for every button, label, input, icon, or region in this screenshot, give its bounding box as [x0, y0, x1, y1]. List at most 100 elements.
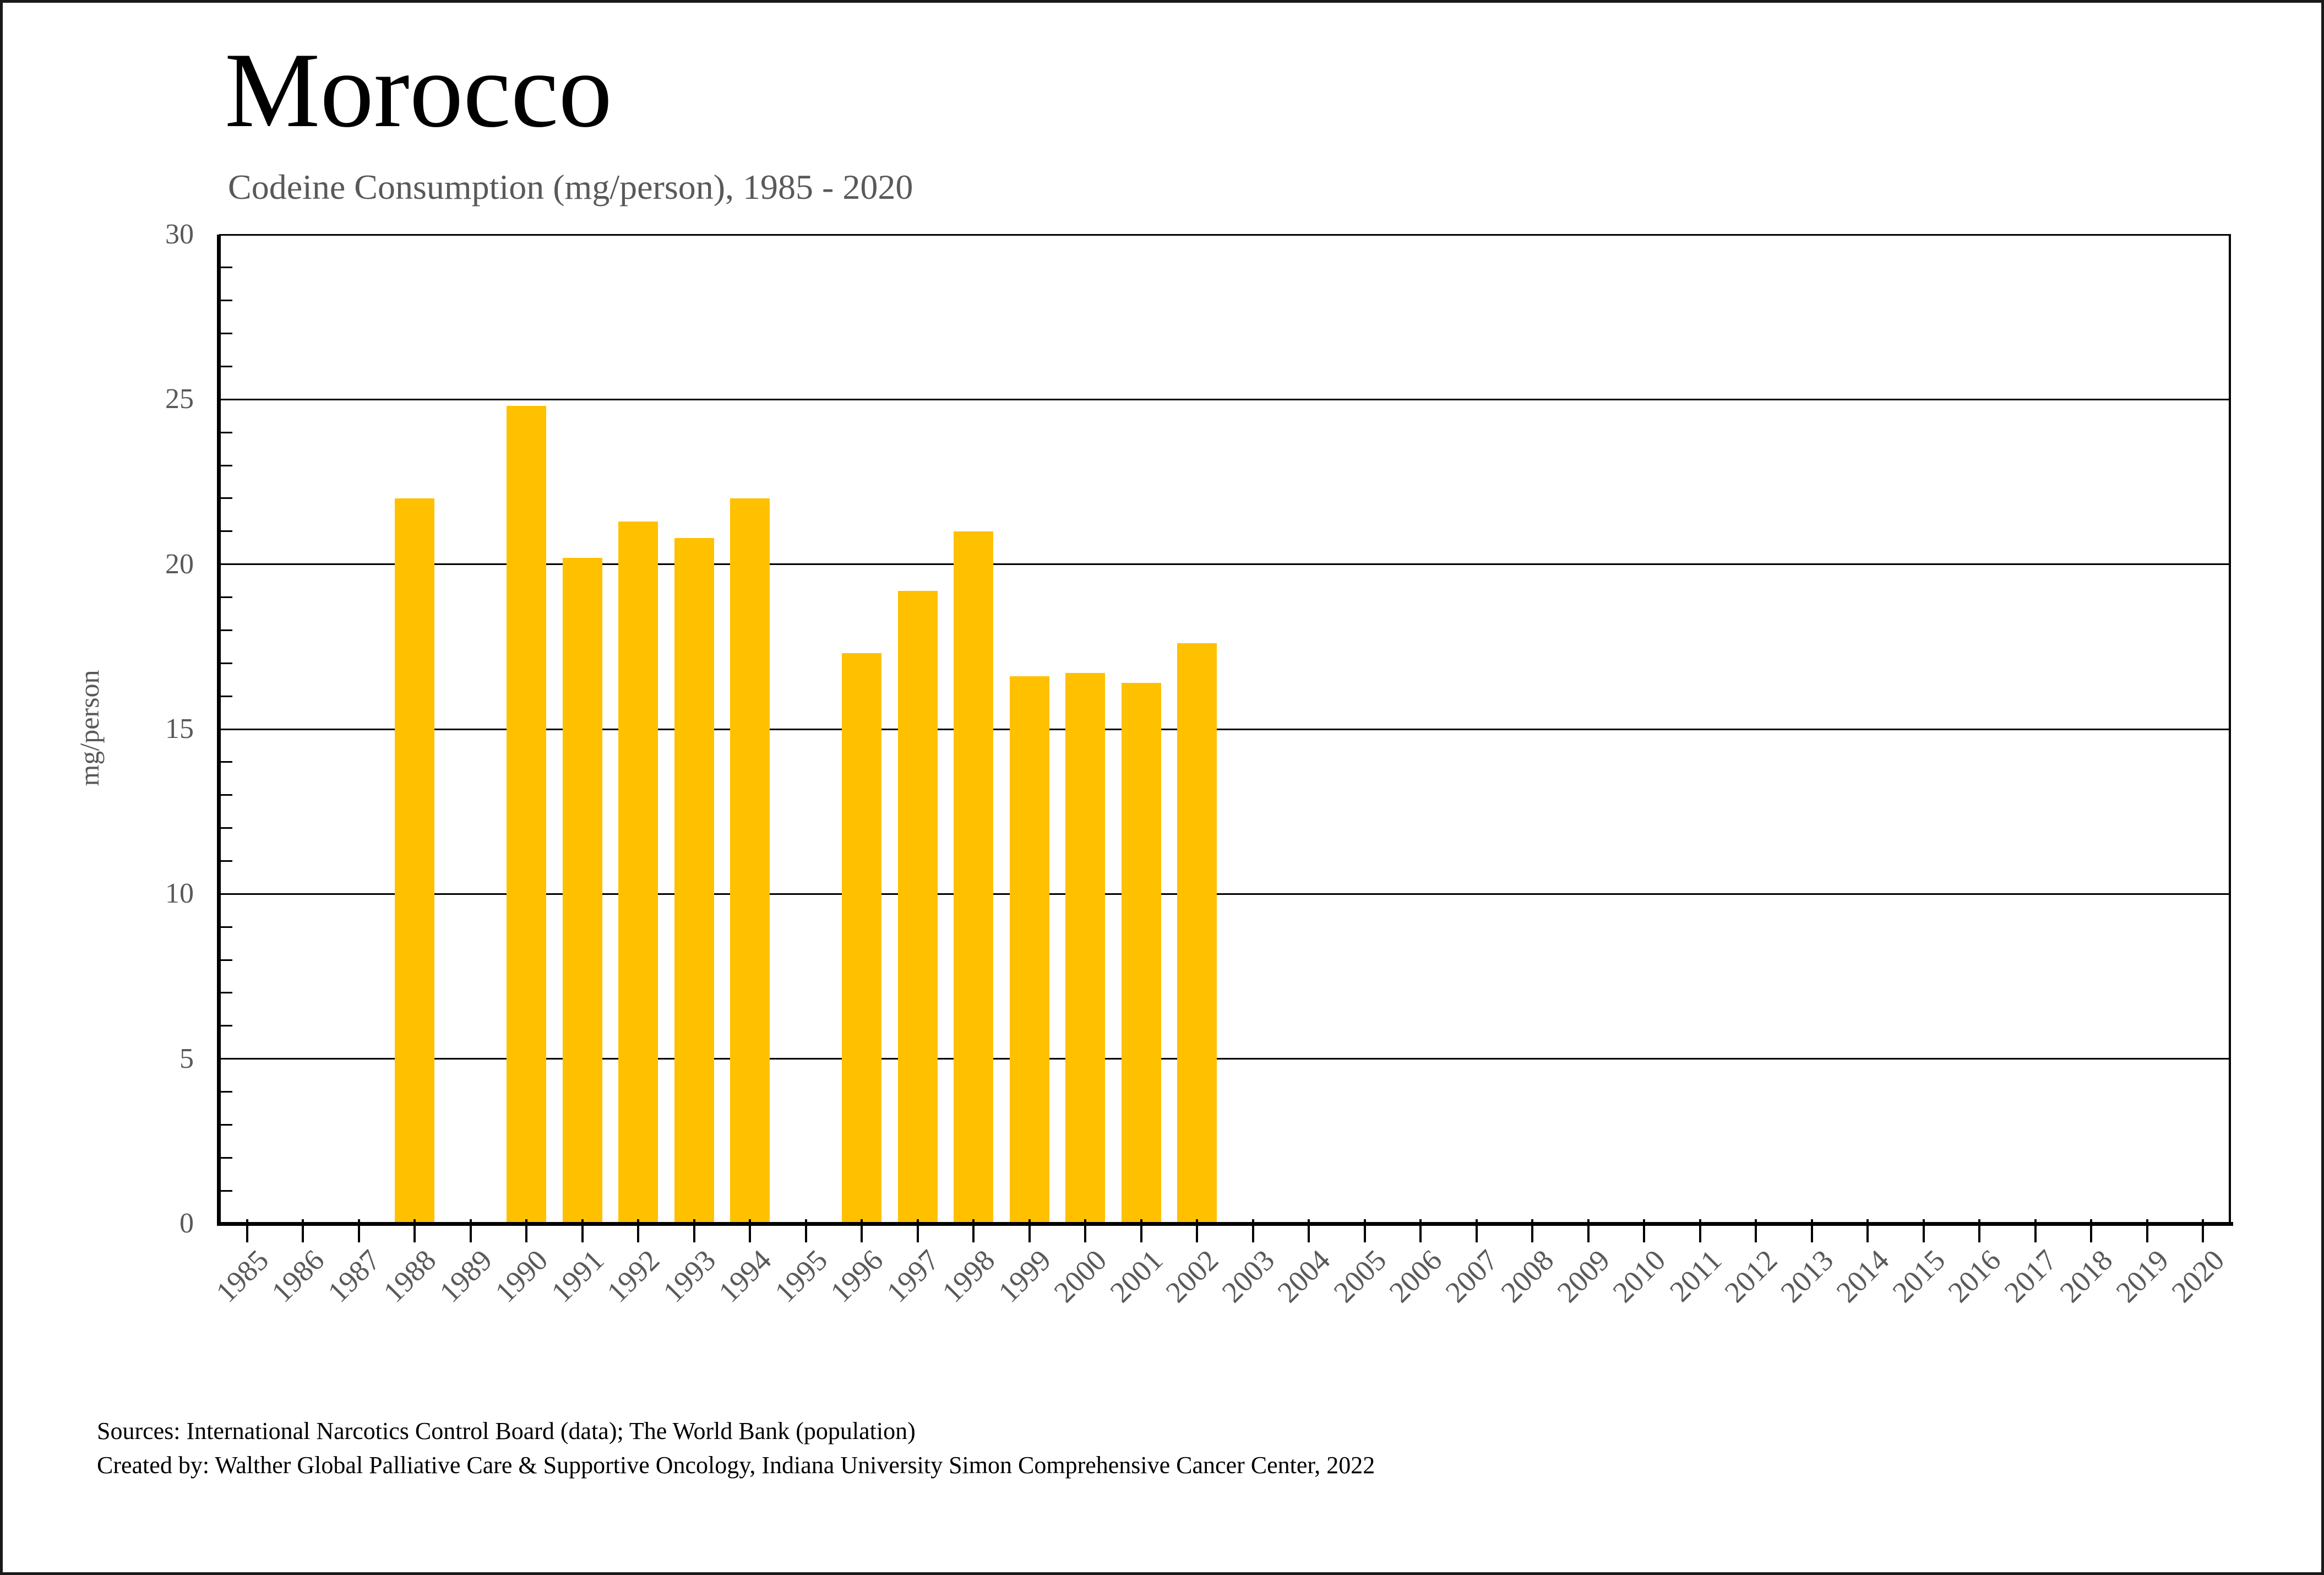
x-tick-label-1993: 1993 [656, 1243, 722, 1309]
x-tick-2001 [1140, 1219, 1142, 1242]
x-tick-label-1997: 1997 [880, 1243, 946, 1309]
x-tick-label-2001: 2001 [1103, 1243, 1169, 1309]
x-tick-label-2013: 2013 [1774, 1243, 1840, 1309]
y-minor-tick [219, 1025, 232, 1027]
source-line-1: Sources: International Narcotics Control… [97, 1418, 916, 1444]
y-tick-label-5: 5 [179, 1042, 194, 1074]
x-tick-1985 [246, 1219, 248, 1242]
x-tick-label-2005: 2005 [1327, 1243, 1393, 1309]
y-minor-tick [219, 662, 232, 664]
x-tick-label-1990: 1990 [488, 1243, 554, 1309]
x-tick-label-2000: 2000 [1047, 1243, 1113, 1309]
x-axis-line [217, 1222, 2233, 1226]
gridline-20 [219, 563, 2231, 566]
bar-1994 [730, 498, 770, 1224]
x-tick-2015 [1922, 1219, 1925, 1242]
x-tick-label-2009: 2009 [1550, 1243, 1617, 1309]
x-tick-2016 [1978, 1219, 1981, 1242]
x-tick-label-2011: 2011 [1663, 1243, 1728, 1308]
bar-2002 [1177, 643, 1217, 1224]
x-tick-2012 [1755, 1219, 1757, 1242]
x-tick-2011 [1699, 1219, 1701, 1242]
x-tick-label-2020: 2020 [2165, 1243, 2231, 1309]
x-tick-2020 [2202, 1219, 2205, 1242]
gridline-5 [219, 1058, 2231, 1060]
bar-1996 [842, 653, 882, 1224]
bar-2000 [1065, 673, 1106, 1224]
y-tick-label-15: 15 [165, 713, 194, 745]
x-tick-2014 [1866, 1219, 1869, 1242]
x-tick-1992 [637, 1219, 640, 1242]
x-tick-2002 [1196, 1219, 1199, 1242]
y-tick-label-30: 30 [165, 219, 194, 250]
gridline-25 [219, 398, 2231, 400]
chart-title: Morocco [225, 31, 612, 150]
bar-1993 [674, 537, 714, 1224]
x-tick-1998 [972, 1219, 975, 1242]
x-tick-label-1986: 1986 [265, 1243, 331, 1309]
x-tick-2008 [1531, 1219, 1534, 1242]
source-line-2: Created by: Walther Global Palliative Ca… [97, 1452, 1375, 1479]
y-minor-tick [219, 267, 232, 269]
y-minor-tick [219, 827, 232, 829]
x-tick-label-2016: 2016 [1941, 1243, 2007, 1309]
y-minor-tick [219, 761, 232, 763]
bar-1997 [897, 590, 938, 1224]
x-tick-1993 [693, 1219, 695, 1242]
y-minor-tick [219, 629, 232, 631]
x-tick-label-1991: 1991 [545, 1243, 611, 1309]
x-tick-1991 [581, 1219, 584, 1242]
x-tick-2010 [1643, 1219, 1646, 1242]
x-tick-label-1987: 1987 [321, 1243, 387, 1309]
x-tick-label-1998: 1998 [935, 1243, 1002, 1309]
x-tick-2018 [2090, 1219, 2093, 1242]
x-tick-label-1985: 1985 [209, 1243, 275, 1309]
y-minor-tick [219, 794, 232, 796]
y-minor-tick [219, 300, 232, 302]
x-tick-label-2017: 2017 [1998, 1243, 2064, 1309]
y-minor-tick [219, 959, 232, 961]
y-tick-label-10: 10 [165, 878, 194, 910]
x-tick-2003 [1251, 1219, 1254, 1242]
x-tick-label-2003: 2003 [1215, 1243, 1281, 1309]
x-tick-1989 [469, 1219, 472, 1242]
plot-right-border [2229, 235, 2231, 1224]
source-note: Sources: International Narcotics Control… [97, 1414, 1375, 1482]
y-minor-tick [219, 1123, 232, 1126]
bar-1999 [1009, 676, 1049, 1224]
bar-1988 [395, 498, 435, 1224]
x-tick-2006 [1419, 1219, 1422, 1242]
y-minor-tick [219, 431, 232, 433]
x-tick-label-2008: 2008 [1494, 1243, 1560, 1309]
x-tick-label-2018: 2018 [2053, 1243, 2119, 1309]
x-tick-label-2019: 2019 [2109, 1243, 2175, 1309]
chart-subtitle: Codeine Consumption (mg/person), 1985 - … [228, 167, 913, 207]
y-axis-line [217, 235, 221, 1224]
x-tick-1999 [1028, 1219, 1031, 1242]
x-tick-2017 [2034, 1219, 2037, 1242]
x-tick-label-2015: 2015 [1886, 1243, 1952, 1309]
y-tick-label-25: 25 [165, 383, 194, 415]
y-minor-tick [219, 1190, 232, 1192]
y-minor-tick [219, 1156, 232, 1159]
x-tick-2007 [1475, 1219, 1478, 1242]
y-minor-tick [219, 464, 232, 466]
x-tick-label-2006: 2006 [1383, 1243, 1449, 1309]
x-tick-label-1992: 1992 [600, 1243, 666, 1309]
bar-1992 [618, 521, 658, 1224]
x-tick-1997 [916, 1219, 919, 1242]
x-tick-label-2012: 2012 [1718, 1243, 1784, 1309]
x-tick-2013 [1810, 1219, 1813, 1242]
x-tick-1996 [861, 1219, 863, 1242]
x-tick-label-1989: 1989 [433, 1243, 499, 1309]
x-tick-1990 [525, 1219, 528, 1242]
x-tick-2009 [1587, 1219, 1590, 1242]
y-minor-tick [219, 926, 232, 928]
y-minor-tick [219, 860, 232, 862]
gridline-15 [219, 728, 2231, 730]
bar-1998 [954, 531, 994, 1224]
x-tick-2019 [2146, 1219, 2148, 1242]
x-tick-label-2004: 2004 [1271, 1243, 1337, 1309]
x-tick-label-2014: 2014 [1830, 1243, 1896, 1309]
